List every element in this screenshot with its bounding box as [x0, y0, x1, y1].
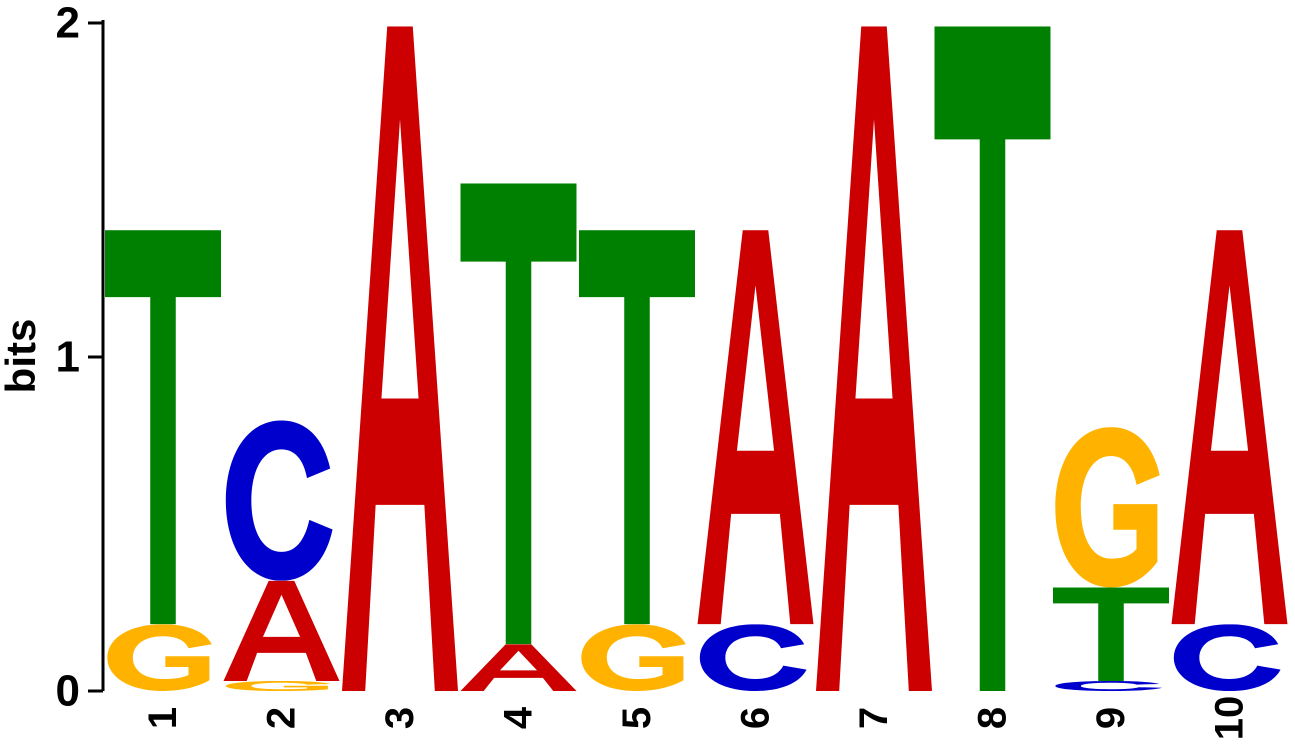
y-tick-label: 0 [56, 667, 80, 716]
logo-column-8 [934, 26, 1051, 691]
letter-stacks [105, 26, 1288, 691]
logo-column-3 [342, 26, 458, 691]
x-tick-label: 10 [1208, 696, 1252, 741]
logo-column-4 [460, 183, 577, 691]
logo-letter-a [460, 644, 577, 691]
logo-letter-c [225, 420, 333, 581]
y-axis-title: bits [0, 319, 44, 394]
logo-letter-c [1055, 680, 1163, 691]
logo-column-1 [105, 230, 221, 691]
logo-letter-c [1173, 624, 1281, 691]
logo-letter-t [105, 230, 221, 625]
logo-letter-a [342, 26, 458, 691]
logo-letter-a [697, 230, 814, 625]
x-tick-label: 8 [971, 707, 1015, 729]
logo-letter-t [934, 26, 1051, 691]
x-tick-label: 7 [852, 707, 896, 729]
x-tick-label: 3 [378, 707, 422, 729]
logo-column-6 [697, 230, 814, 691]
logo-letter-g [1055, 427, 1160, 588]
logo-letter-t [579, 230, 695, 625]
logo-letter-a [1171, 230, 1288, 625]
y-tick-label: 1 [56, 333, 80, 382]
logo-column-10 [1171, 230, 1288, 691]
y-axis-ticks: 0 1 2 [56, 0, 103, 716]
logo-letter-t [1053, 587, 1169, 681]
logo-letter-t [460, 183, 577, 645]
x-tick-label: 1 [141, 707, 185, 729]
logo-letter-g [225, 680, 331, 691]
x-tick-label: 9 [1089, 707, 1133, 729]
logo-column-2 [223, 420, 340, 691]
logo-letter-a [816, 26, 932, 691]
logo-column-7 [816, 26, 932, 691]
logo-letter-g [581, 624, 686, 691]
logo-column-9 [1053, 427, 1169, 691]
x-tick-label: 2 [260, 707, 304, 729]
y-tick-label: 2 [56, 0, 80, 48]
x-tick-label: 4 [497, 706, 541, 729]
logo-letter-g [107, 624, 212, 691]
x-tick-label: 5 [615, 707, 659, 729]
logo-column-5 [579, 230, 695, 691]
logo-letter-a [223, 580, 340, 681]
x-tick-label: 6 [734, 707, 778, 729]
x-axis-labels: 1 2 3 4 5 6 7 8 9 10 [141, 696, 1252, 741]
logo-letter-c [699, 624, 807, 691]
